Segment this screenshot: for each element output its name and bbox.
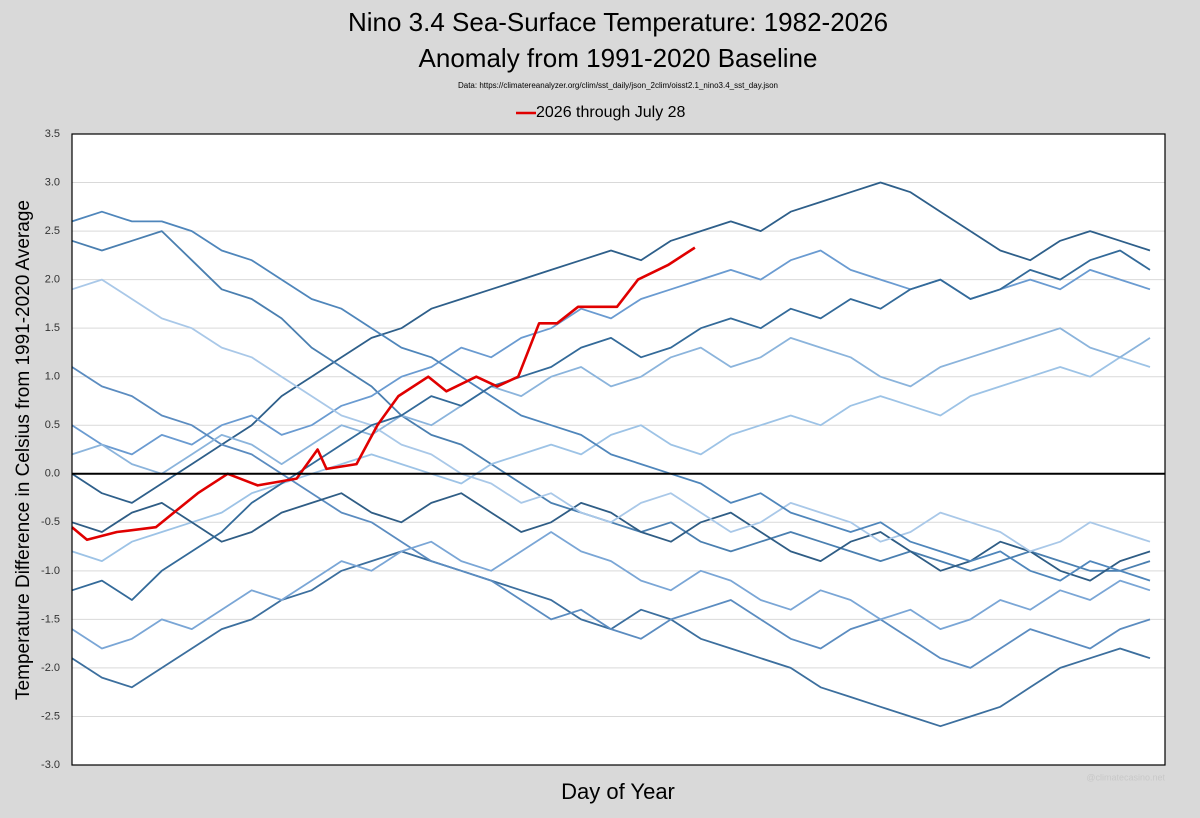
year-line xyxy=(71,356,1151,562)
y-tick-label: -0.5 xyxy=(41,516,60,528)
legend-label: 2026 through July 28 xyxy=(536,104,686,121)
y-tick-label: 1.5 xyxy=(45,322,60,334)
year-line xyxy=(71,531,1151,650)
year-line xyxy=(71,249,1151,601)
subtitle: Data: https://climatereanalyzer.org/clim… xyxy=(458,81,778,90)
y-tick-label: 3.5 xyxy=(45,128,60,140)
y-tick-label: 3.0 xyxy=(45,176,60,188)
y-tick-label: 0.5 xyxy=(45,419,60,431)
year-line xyxy=(71,366,1151,669)
chart-title: Nino 3.4 Sea-Surface Temperature: 1982-2… xyxy=(348,7,888,37)
y-tick-label: 2.5 xyxy=(45,225,60,237)
y-tick-label: 1.0 xyxy=(45,371,60,383)
highlight-line xyxy=(71,246,696,542)
y-tick-label: -1.5 xyxy=(41,613,60,625)
plot-border xyxy=(71,133,1166,766)
y-tick-label: 2.0 xyxy=(45,274,60,286)
y-axis-label: Temperature Difference in Celsius from 1… xyxy=(13,200,34,700)
y-tick-label: -2.0 xyxy=(41,662,60,674)
year-line xyxy=(71,278,1151,553)
y-tick-label: -2.5 xyxy=(41,710,60,722)
chart-title: Anomaly from 1991-2020 Baseline xyxy=(419,43,818,73)
x-axis-label: Day of Year xyxy=(561,779,675,804)
year-line xyxy=(71,327,1151,475)
year-line xyxy=(71,210,1151,582)
y-tick-label: 0.0 xyxy=(45,468,60,480)
year-line xyxy=(71,181,1151,504)
watermark: @climatecasino.net xyxy=(1086,772,1165,782)
y-tick-label: -3.0 xyxy=(41,759,60,771)
y-tick-label: -1.0 xyxy=(41,565,60,577)
